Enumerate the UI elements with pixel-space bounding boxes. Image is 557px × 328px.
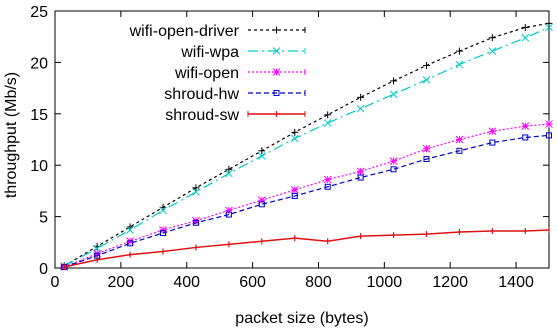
data-point	[489, 139, 496, 146]
y-axis-label: throughput (Mb/s)	[3, 72, 20, 198]
data-point	[422, 144, 431, 153]
data-point	[127, 240, 134, 247]
data-point	[389, 157, 398, 165]
x-tick-label: 1200	[432, 274, 468, 291]
data-point	[225, 211, 232, 218]
data-point	[488, 127, 497, 136]
data-point	[389, 90, 398, 99]
legend-marker	[273, 26, 280, 34]
y-tick-label: 20	[30, 55, 48, 72]
legend-marker	[272, 47, 281, 55]
y-tick-label: 5	[39, 210, 48, 227]
data-point	[521, 33, 530, 42]
axes: 0 200 400 600 800 1000 1200 1400 0 5 10 15 20 25	[30, 4, 550, 291]
data-point	[522, 134, 529, 141]
x-tick-label: 1400	[498, 274, 534, 291]
series-line	[63, 22, 550, 267]
data-point	[423, 156, 430, 163]
x-tick-label: 800	[305, 274, 332, 291]
x-tick-label: 400	[173, 274, 200, 291]
legend-label: shroud-sw	[165, 107, 239, 124]
series-shroud-hw	[61, 132, 552, 270]
data-point	[291, 128, 299, 136]
data-point	[546, 132, 552, 139]
legend: wifi-open-driver wifi-wpa wifi-open shroud-…	[129, 23, 306, 124]
data-point	[488, 47, 497, 55]
series-line	[64, 134, 550, 268]
legend-item-wifi-open: wifi-open	[174, 65, 306, 82]
series-line	[63, 123, 550, 268]
y-tick-label: 25	[30, 4, 48, 21]
data-point	[258, 147, 266, 155]
data-point	[290, 186, 299, 194]
x-axis-label: packet size (bytes)	[235, 310, 368, 327]
data-point	[390, 77, 398, 85]
data-point	[192, 184, 200, 192]
data-point	[545, 23, 553, 32]
data-point	[160, 230, 167, 237]
legend-item-shroud-hw: shroud-hw	[164, 86, 306, 103]
legend-label: wifi-open-driver	[129, 23, 240, 40]
data-point	[192, 219, 199, 226]
data-point	[356, 167, 365, 176]
legend-item-wifi-open-driver: wifi-open-driver	[129, 23, 306, 40]
y-tick-label: 0	[39, 261, 48, 278]
data-point	[324, 111, 332, 119]
data-point	[258, 201, 265, 208]
data-point	[225, 169, 233, 178]
data-point	[159, 203, 167, 211]
data-point	[356, 104, 365, 113]
legend-label: shroud-hw	[164, 86, 239, 103]
data-point	[455, 60, 464, 69]
series-line	[63, 26, 550, 267]
data-point	[357, 93, 365, 101]
data-point	[159, 206, 167, 215]
series-wifi-wpa	[60, 23, 553, 270]
data-point	[545, 19, 553, 27]
data-point	[456, 147, 463, 154]
series-shroud-sw	[63, 226, 550, 270]
legend-item-shroud-sw: shroud-sw	[165, 107, 306, 124]
data-point	[455, 135, 464, 144]
x-tick-label: 1000	[367, 274, 403, 291]
plot-frame	[54, 10, 550, 269]
data-point	[257, 152, 266, 160]
data-point	[126, 223, 134, 231]
data-point	[521, 122, 530, 130]
legend-item-wifi-wpa: wifi-wpa	[180, 44, 306, 61]
x-tick-label: 200	[108, 274, 135, 291]
data-point	[291, 193, 298, 200]
data-point	[488, 34, 496, 42]
data-point	[390, 166, 397, 173]
data-point	[192, 188, 200, 196]
data-point	[323, 119, 332, 127]
series-wifi-open	[60, 120, 553, 271]
series-layer	[60, 19, 553, 271]
legend-marker	[272, 68, 281, 76]
data-point	[545, 120, 553, 128]
data-point	[422, 61, 430, 69]
data-point	[323, 175, 332, 184]
y-tick-label: 15	[30, 107, 48, 124]
x-tick-label: 0	[51, 274, 60, 291]
data-point	[455, 47, 463, 55]
x-tick-label: 600	[239, 274, 266, 291]
data-point	[126, 226, 134, 234]
data-point	[422, 76, 431, 84]
data-point	[225, 165, 233, 173]
legend-label: wifi-wpa	[180, 44, 239, 61]
y-tick-label: 10	[30, 158, 48, 175]
series-line	[64, 229, 550, 268]
legend-marker	[273, 90, 280, 96]
data-point	[521, 23, 529, 31]
data-point	[357, 174, 364, 181]
data-point	[290, 134, 299, 143]
legend-label: wifi-open	[174, 65, 239, 82]
data-point	[324, 183, 331, 190]
